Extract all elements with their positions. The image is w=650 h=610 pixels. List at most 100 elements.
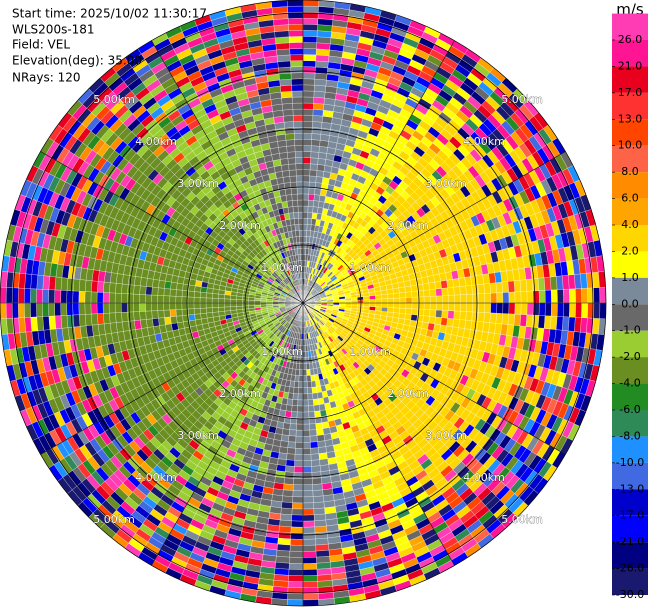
radar-cell [60,302,68,316]
radar-cell [292,502,304,510]
radar-cell [312,109,324,117]
radar-cell [381,293,388,300]
radar-cell [295,429,304,437]
radar-cell [526,290,534,304]
radar-cell [302,187,310,195]
radar-cell [282,109,294,117]
radar-cell [316,170,325,178]
radar-cell [248,297,255,301]
radar-cell [102,302,110,314]
radar-cell [127,293,134,304]
radar-cell [292,108,304,116]
radar-cell [520,291,528,304]
radar-cell [472,293,479,304]
radar-cell [158,317,166,326]
radar-cell [152,318,160,327]
radar-cell [302,357,307,364]
radar-cell [314,188,322,196]
radar-cell [311,133,321,141]
radar-cell [302,460,312,467]
radar-cell [287,441,296,449]
radar-cell [285,404,293,412]
radar-cell [563,288,570,304]
radar-cell [477,283,485,294]
radar-cell [292,206,299,213]
radar-cell [187,302,195,310]
radar-cell [387,293,394,299]
radar-cell [84,291,92,304]
radar-cell [393,297,401,304]
radar-cell [284,188,292,196]
radar-cell [283,483,294,491]
radar-cell [121,283,129,294]
radar-cell [496,292,504,304]
radar-cell [293,127,304,134]
radar-cell [312,477,323,485]
radar-cell [66,290,74,304]
radar-cell [218,298,225,304]
radar-cell [446,279,454,288]
radar-cell [302,569,318,576]
radar-cell [287,0,304,7]
radar-cell [127,284,135,295]
radar-cell [302,0,319,7]
radar-cell [306,236,311,243]
radar-cell [310,151,319,159]
radar-cell [302,5,319,13]
radar-cell [293,484,304,491]
radar-cell [289,175,297,183]
radar-cell [302,448,312,455]
radar-cell [302,248,306,255]
radar-cell [281,103,293,111]
radar-cell [18,273,26,289]
radar-cell [288,163,297,171]
radar-cell [302,205,309,213]
radar-cell [289,557,304,564]
radar-cell [54,302,62,317]
radar-cell [287,18,304,25]
radar-cell [599,287,607,304]
radar-cell [121,302,128,313]
radar-cell [302,466,313,473]
radar-cell [276,54,291,63]
radar-cell [289,380,295,388]
radar-cell [224,298,231,304]
radar-cell [302,199,309,207]
radar-cell [193,302,201,309]
radar-cell [314,525,328,534]
radar-cell [103,281,111,293]
radar-cell [375,298,382,304]
radar-cell [302,42,317,49]
radar-cell [278,66,292,75]
radar-cell [302,133,313,140]
radar-cell [302,163,311,170]
radar-cell [423,296,431,304]
radar-cell [537,277,546,291]
radar-cell [318,452,328,460]
radar-cell [317,18,333,26]
radar-cell [471,284,479,295]
radar-cell [199,307,207,314]
radar-cell [287,599,304,607]
radar-cell [313,513,326,521]
radar-cell [311,127,322,135]
radar-cell [279,446,288,454]
radar-cell [90,291,98,304]
radar-cell [435,288,443,297]
radar-cell [175,289,183,297]
radar-cell [291,514,304,522]
radar-cell [287,5,304,13]
radar-cell [302,108,314,116]
radar-cell [145,294,152,304]
radar-cell [302,193,309,201]
radar-cell [42,316,51,331]
radar-cell [206,307,213,314]
radar-cell [318,195,326,203]
radar-cell [163,288,171,297]
radar-cell [302,454,312,461]
radar-cell [295,436,304,443]
radar-cell [294,224,300,231]
radar-cell [306,218,313,225]
radar-cell [146,278,154,288]
radar-cell [300,248,304,255]
